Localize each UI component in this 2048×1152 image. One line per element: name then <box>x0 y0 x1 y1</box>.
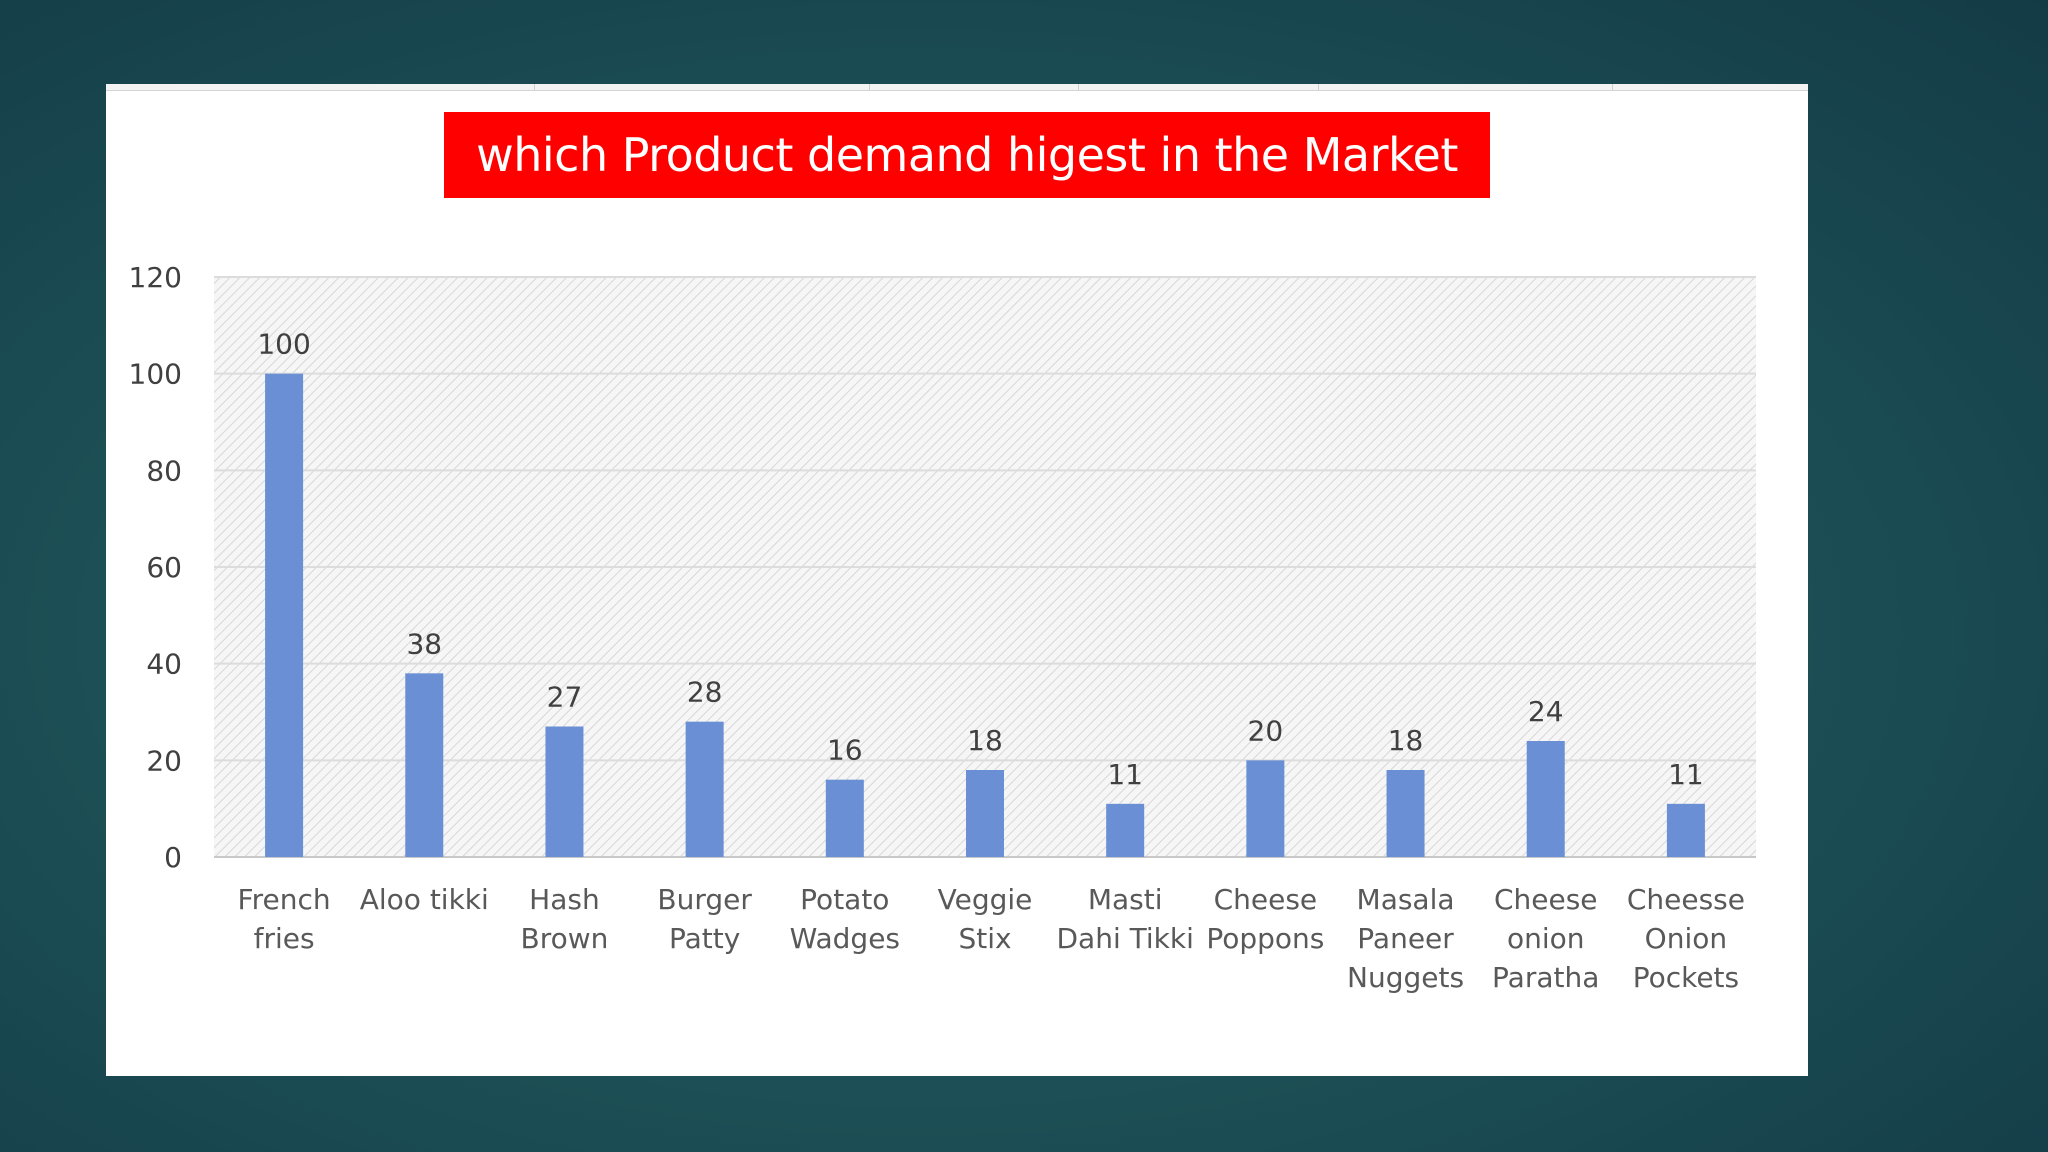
bars <box>265 373 1705 857</box>
bar <box>405 673 444 857</box>
bar <box>825 779 864 857</box>
bar <box>685 721 724 857</box>
strip-divider <box>1318 84 1319 90</box>
y-tick-label: 0 <box>164 841 182 874</box>
data-label: 11 <box>1107 758 1143 791</box>
category-label: French fries <box>238 883 331 955</box>
data-label: 18 <box>1388 724 1424 757</box>
strip-divider <box>534 84 535 90</box>
category-label: Veggie Stix <box>938 883 1033 955</box>
data-label: 11 <box>1668 758 1704 791</box>
bar <box>265 373 304 857</box>
data-label: 27 <box>547 681 583 714</box>
bar <box>1526 741 1565 857</box>
bar <box>1386 770 1425 857</box>
y-tick-label: 60 <box>146 551 182 584</box>
data-label: 18 <box>967 724 1003 757</box>
y-tick-label: 40 <box>146 648 182 681</box>
strip-divider <box>1612 84 1613 90</box>
category-label: Burger Patty <box>657 883 752 955</box>
category-label: Hash Brown <box>521 883 609 955</box>
category-label: Cheese Poppons <box>1206 883 1324 955</box>
y-tick-label: 100 <box>129 358 182 391</box>
chart-panel: which Product demand higest in the Marke… <box>106 84 1808 1076</box>
strip-divider <box>869 84 870 90</box>
data-label: 38 <box>406 627 442 660</box>
category-label: Potato Wadges <box>790 883 900 955</box>
data-labels: 100 38 27 28 16 18 11 20 18 24 11 <box>257 328 1703 791</box>
category-label: Cheesse Onion Pockets <box>1627 883 1745 994</box>
gridlines <box>214 276 1756 858</box>
category-label: Cheese onion Paratha <box>1492 883 1599 994</box>
data-label: 20 <box>1248 714 1284 747</box>
data-label: 16 <box>827 734 863 767</box>
category-label: Aloo tikki <box>360 883 489 916</box>
chart-title: which Product demand higest in the Marke… <box>444 112 1490 198</box>
bar <box>966 770 1004 857</box>
strip-divider <box>1078 84 1079 90</box>
category-label: Masti Dahi Tikki <box>1056 883 1193 955</box>
y-tick-label: 120 <box>129 261 182 294</box>
bar <box>1666 803 1705 857</box>
data-label: 24 <box>1528 695 1564 728</box>
bar <box>545 726 584 857</box>
bar <box>1106 803 1145 857</box>
data-label: 100 <box>257 328 310 361</box>
top-strip <box>106 84 1808 91</box>
category-label: Masala Paneer Nuggets <box>1347 883 1464 994</box>
bar <box>1246 760 1285 857</box>
data-label: 28 <box>687 676 723 709</box>
y-tick-label: 80 <box>146 454 182 487</box>
x-axis: French fries Aloo tikki Hash Brown Burger Patt… <box>238 883 1745 994</box>
y-tick-label: 20 <box>146 744 182 777</box>
y-axis: 0 20 40 60 80 100 120 <box>129 261 182 874</box>
